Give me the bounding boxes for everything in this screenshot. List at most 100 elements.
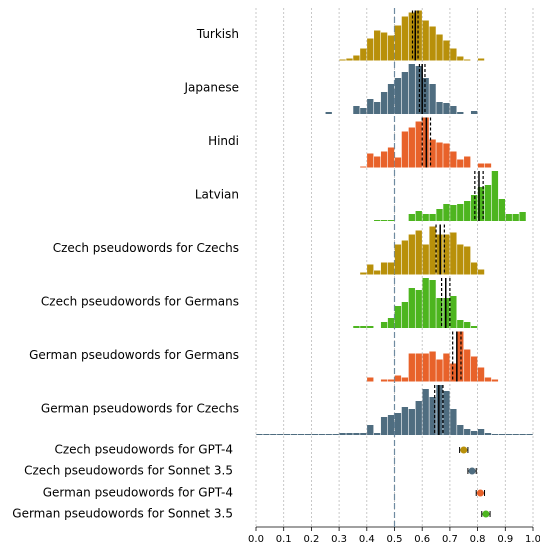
histogram-bar xyxy=(450,151,457,168)
histogram-bar xyxy=(387,220,395,221)
histogram-bar xyxy=(380,322,388,328)
histogram-bar xyxy=(457,204,464,221)
histogram-bar xyxy=(484,163,492,168)
histogram-bar xyxy=(387,318,395,328)
histogram-bar xyxy=(374,156,381,168)
histogram-bar xyxy=(263,434,270,435)
row-label: Turkish xyxy=(196,27,239,41)
histogram-bar xyxy=(380,92,388,114)
histogram-bar xyxy=(464,429,471,435)
row-label: Czech pseudowords for Czechs xyxy=(53,241,239,255)
histogram-bar xyxy=(401,16,409,61)
histogram-bar xyxy=(353,326,360,328)
histogram-bar xyxy=(408,288,415,328)
histogram-bar xyxy=(443,234,450,275)
histogram-bar xyxy=(491,379,499,382)
histogram-bar xyxy=(415,121,422,168)
histogram-bar xyxy=(443,391,450,435)
histogram-bar xyxy=(401,131,409,168)
histogram-bar xyxy=(457,320,464,328)
histogram-bar xyxy=(450,232,457,275)
histogram-bar xyxy=(408,64,415,114)
histogram-bar xyxy=(380,151,388,168)
histogram-bar xyxy=(429,397,436,435)
histogram-bar xyxy=(422,78,429,114)
histogram-bar xyxy=(387,147,395,168)
histogram-bar xyxy=(401,240,409,275)
histogram-bar xyxy=(401,377,409,382)
histogram-bar xyxy=(374,433,381,435)
histogram-bar xyxy=(464,156,471,168)
histogram-bar xyxy=(297,434,305,435)
histogram-bar xyxy=(477,429,485,435)
histogram-bar xyxy=(429,226,436,275)
histogram-bar xyxy=(443,353,450,382)
histogram-bar xyxy=(304,434,312,435)
histogram-bar xyxy=(380,262,388,275)
histogram-bar xyxy=(408,234,415,275)
x-tick-label: 0.2 xyxy=(303,534,319,545)
histogram-bar xyxy=(318,434,325,435)
row-label: Japanese xyxy=(184,81,240,95)
histogram-bar xyxy=(394,375,402,382)
histogram-bar xyxy=(367,264,374,275)
histogram-bar xyxy=(450,205,457,221)
histogram-bar xyxy=(457,331,464,382)
histogram-bar xyxy=(408,127,415,168)
histogram-bar xyxy=(394,25,402,61)
histogram-bar xyxy=(464,59,471,61)
histogram-bar xyxy=(387,379,395,382)
histogram-bar xyxy=(339,59,346,61)
histogram-bar xyxy=(415,211,422,221)
x-tick-label: 0.9 xyxy=(497,534,513,545)
point-label: Czech pseudowords for Sonnet 3.5 xyxy=(24,464,233,478)
x-tick-label: 0.3 xyxy=(331,534,347,545)
histogram-bar xyxy=(401,302,409,328)
histogram-bar xyxy=(387,35,395,61)
histogram-bar xyxy=(457,425,464,435)
histogram-bar xyxy=(464,246,471,275)
histogram-bar xyxy=(387,84,395,114)
histogram-bar xyxy=(422,389,429,435)
row-label: German pseudowords for Germans xyxy=(29,348,239,362)
histogram-bar xyxy=(457,56,464,61)
histogram-bar xyxy=(519,212,526,221)
histogram-bar xyxy=(339,433,346,435)
histogram-bar xyxy=(422,353,429,382)
histogram-bar xyxy=(387,415,395,435)
histogram-bar xyxy=(436,298,443,328)
histogram-bar xyxy=(394,157,402,168)
histogram-bar xyxy=(353,433,360,435)
histogram-bar xyxy=(422,214,429,221)
histogram-bar xyxy=(332,434,339,435)
point xyxy=(482,510,490,518)
histogram-bar xyxy=(408,12,415,61)
histogram-bar xyxy=(360,48,367,61)
histogram-bar xyxy=(367,99,374,114)
histogram-bar xyxy=(484,377,492,382)
histogram-bar xyxy=(512,214,519,221)
histogram-bar xyxy=(484,433,492,435)
histogram-bar xyxy=(394,244,402,275)
histogram-bar xyxy=(408,214,415,221)
histogram-bar xyxy=(374,102,381,114)
histogram-bar xyxy=(401,72,409,114)
x-tick-label: 0.1 xyxy=(276,534,292,545)
histogram-bar xyxy=(380,417,388,435)
histogram-bar xyxy=(394,413,402,435)
histogram-bar xyxy=(464,322,471,328)
histogram-bar xyxy=(477,187,485,221)
histogram-bar xyxy=(477,163,485,168)
histogram-bar xyxy=(470,262,478,275)
histogram-bar xyxy=(519,434,526,435)
histogram-bar xyxy=(526,434,533,435)
histogram-bar xyxy=(470,326,478,328)
histogram-bar xyxy=(380,32,388,61)
histogram-bar xyxy=(429,84,436,114)
histogram-bar xyxy=(498,199,505,221)
point xyxy=(476,489,484,497)
histogram-bar xyxy=(484,185,492,221)
histogram-bar xyxy=(429,214,436,221)
histogram-bar xyxy=(470,356,478,382)
histogram-bar xyxy=(387,262,395,275)
